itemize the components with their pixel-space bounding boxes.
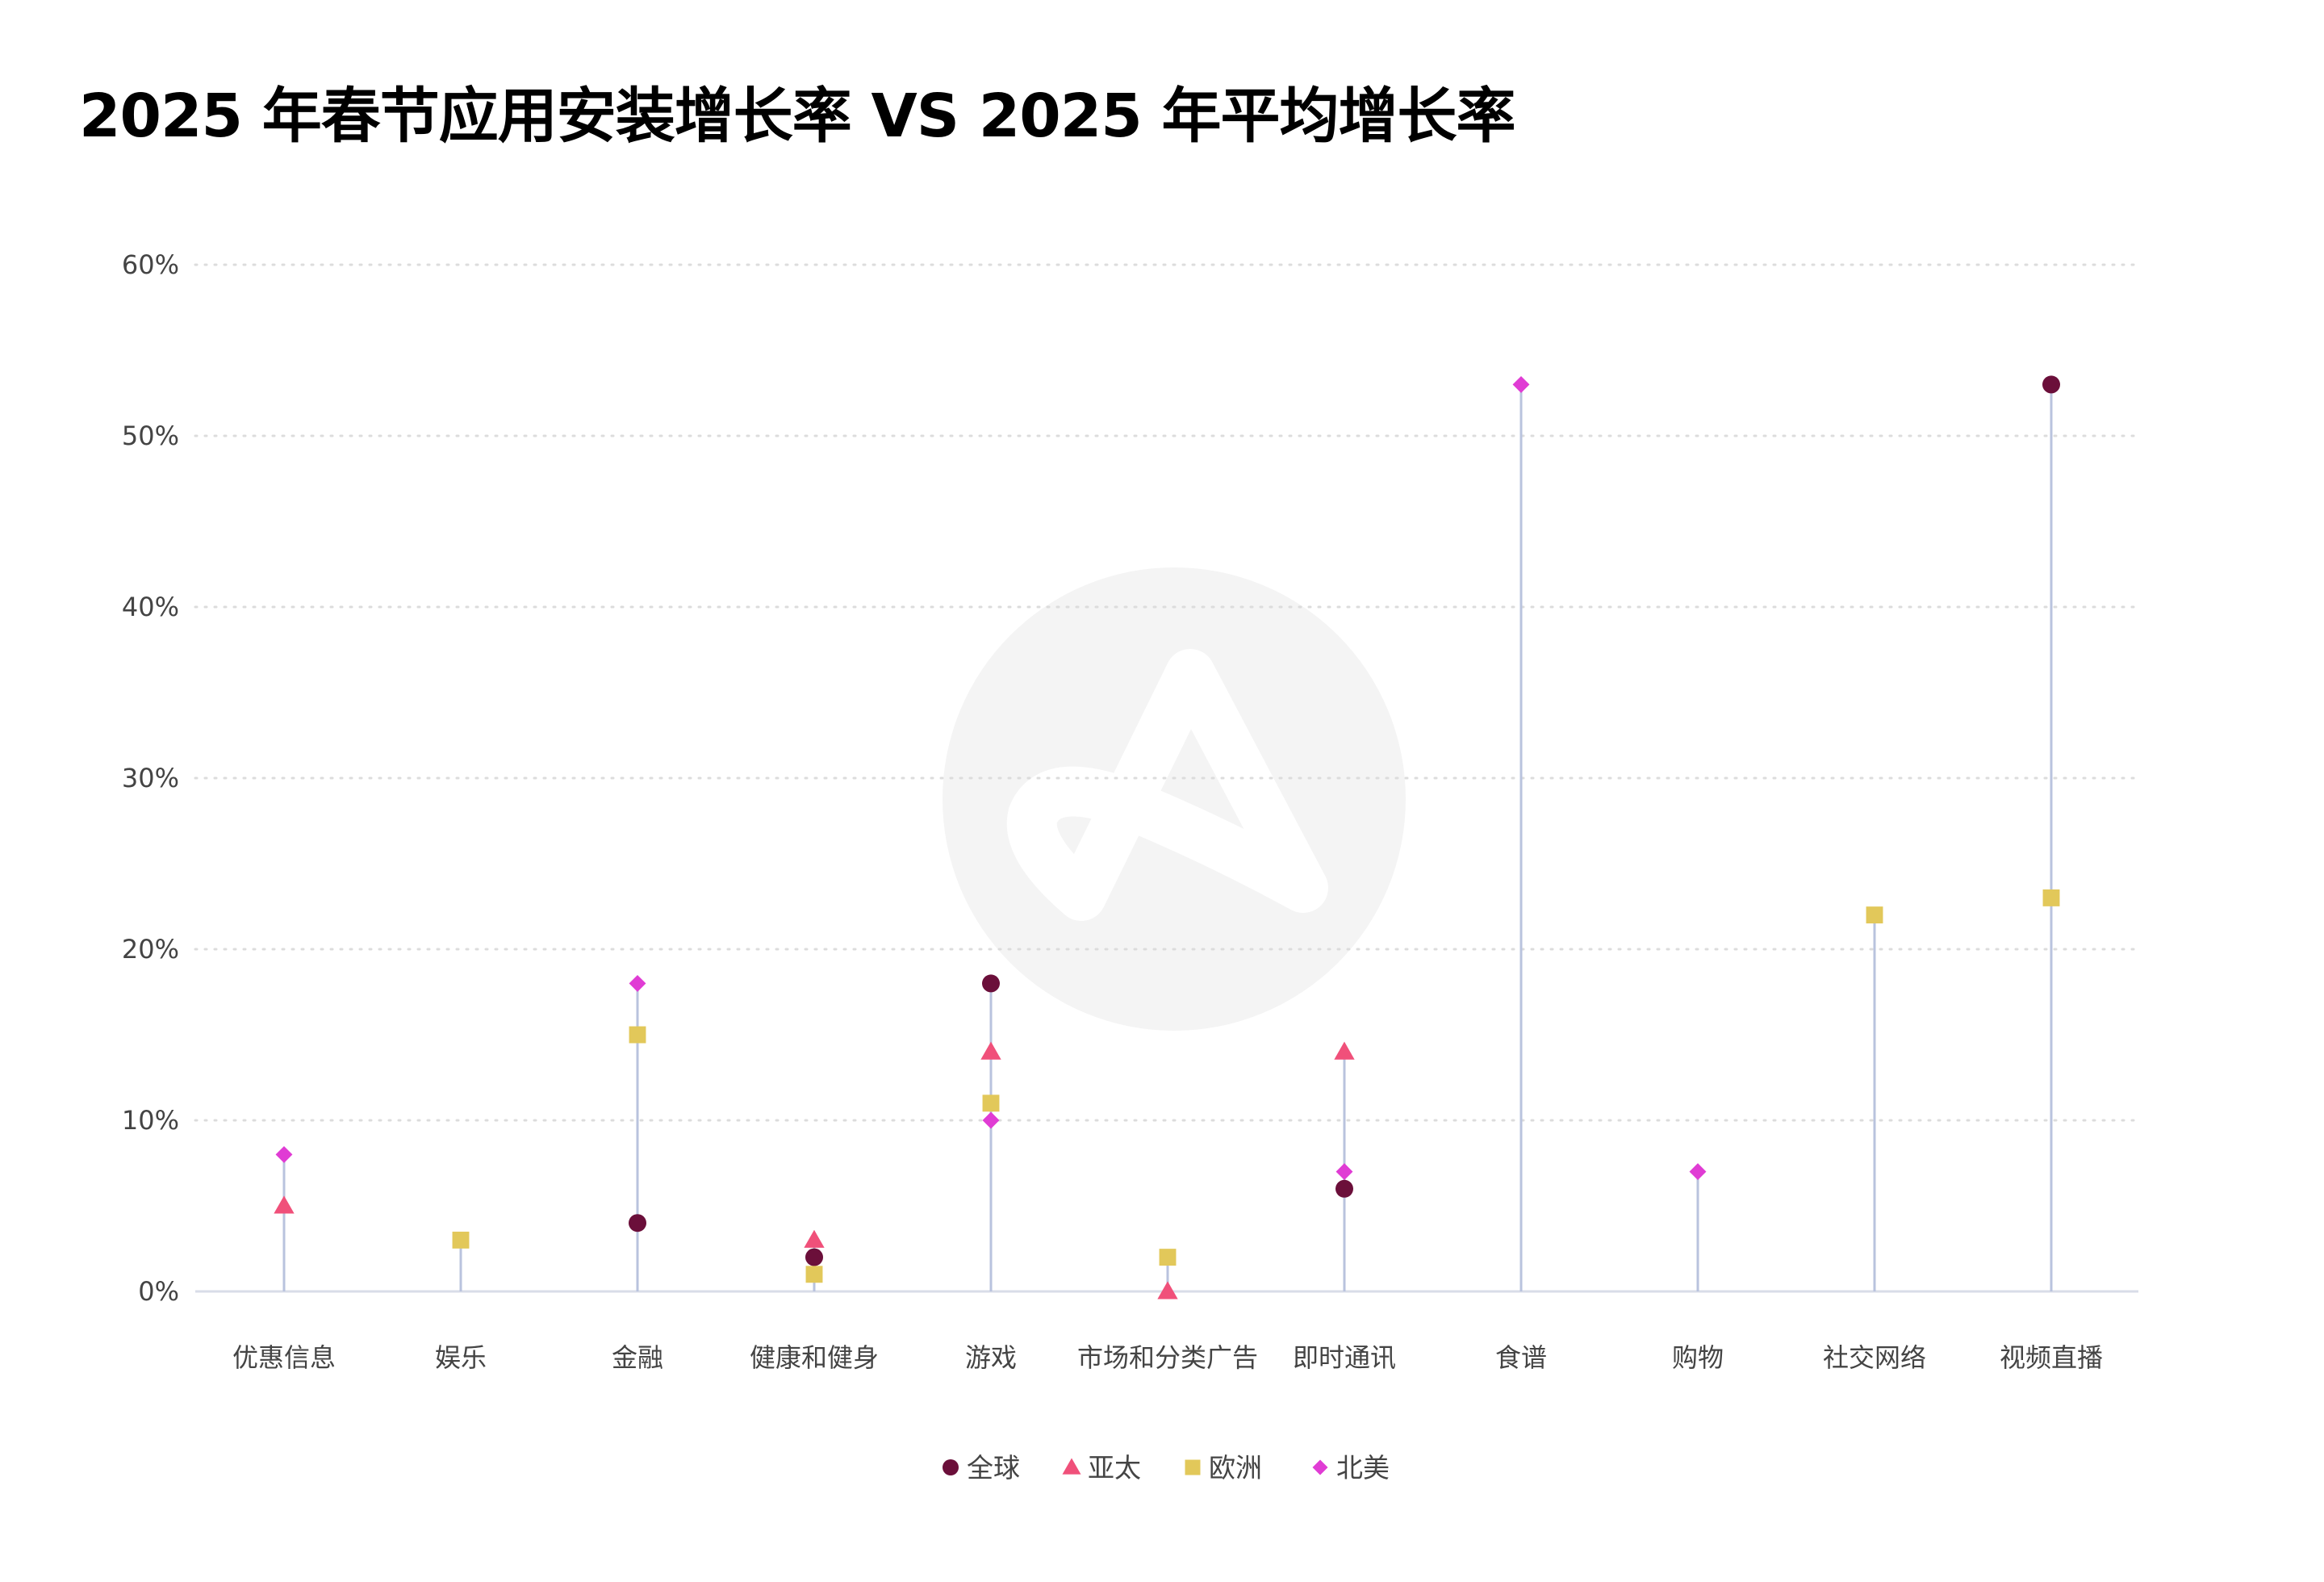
legend-marker-circle xyxy=(943,1459,959,1475)
legend-label: 欧洲 xyxy=(1209,1452,1262,1484)
data-point-triangle xyxy=(1334,1041,1355,1060)
stems xyxy=(282,384,2053,1291)
y-tick-label: 20% xyxy=(122,934,179,965)
x-tick-label: 游戏 xyxy=(965,1342,1017,1373)
data-point-triangle xyxy=(804,1229,825,1248)
legend-marker-square xyxy=(1185,1459,1201,1475)
watermark-logo xyxy=(943,567,1406,1031)
x-tick-label: 健康和健身 xyxy=(750,1342,879,1373)
data-point-circle xyxy=(2042,375,2060,394)
data-point-square xyxy=(805,1266,823,1283)
data-point-diamond xyxy=(1689,1163,1707,1181)
y-tick-label: 60% xyxy=(122,249,179,280)
x-tick-label: 视频直播 xyxy=(2000,1342,2103,1373)
y-axis: 0% 10% 20% 30% 40% 50% 60% xyxy=(122,249,2138,1307)
legend: 全球 亚太 欧洲 北美 xyxy=(943,1452,1390,1484)
data-point-square xyxy=(982,1094,1000,1112)
legend-marker-diamond xyxy=(1312,1459,1328,1475)
grid-lines xyxy=(194,263,2140,1122)
data-point-diamond xyxy=(275,1145,293,1163)
data-point-circle xyxy=(1335,1179,1353,1198)
x-axis: 优惠信息 娱乐 金融 健康和健身 游戏 市场和分类广告 即时通讯 食谱 购物 社交网络 视频直播 xyxy=(232,1342,2103,1373)
data-point-circle xyxy=(805,1248,823,1266)
x-tick-label: 金融 xyxy=(612,1342,663,1373)
legend-label: 亚太 xyxy=(1088,1452,1141,1484)
y-tick-label: 40% xyxy=(122,592,179,622)
y-tick-label: 50% xyxy=(122,421,179,451)
legend-marker-triangle xyxy=(1062,1458,1081,1475)
data-point-diamond xyxy=(629,974,646,992)
legend-label: 北美 xyxy=(1336,1452,1390,1484)
data-point-square xyxy=(1159,1249,1177,1266)
data-point-triangle xyxy=(1157,1281,1178,1300)
x-tick-label: 娱乐 xyxy=(435,1342,487,1373)
data-point-circle xyxy=(982,974,1000,993)
x-tick-label: 食谱 xyxy=(1495,1342,1547,1373)
y-tick-label: 10% xyxy=(122,1105,179,1136)
y-tick-label: 0% xyxy=(138,1276,179,1307)
data-point-diamond xyxy=(1335,1163,1353,1181)
page-title: 2025 年春节应用安装增长率 VS 2025 年平均增长率 xyxy=(79,82,1516,151)
data-point-square xyxy=(2042,889,2060,906)
data-point-triangle xyxy=(980,1041,1001,1060)
x-tick-label: 市场和分类广告 xyxy=(1077,1342,1258,1373)
x-tick-label: 社交网络 xyxy=(1823,1342,1926,1373)
y-tick-label: 30% xyxy=(122,763,179,793)
data-point-circle xyxy=(629,1214,646,1233)
data-point-square xyxy=(1866,906,1883,924)
data-point-square xyxy=(452,1231,470,1249)
data-point-diamond xyxy=(1512,375,1530,393)
data-point-diamond xyxy=(982,1111,1000,1129)
data-point-triangle xyxy=(274,1195,295,1214)
x-tick-label: 即时通讯 xyxy=(1293,1342,1396,1373)
legend-label: 全球 xyxy=(967,1452,1020,1484)
data-point-square xyxy=(629,1026,646,1044)
x-tick-label: 优惠信息 xyxy=(232,1342,336,1373)
data-points xyxy=(274,375,2060,1300)
x-tick-label: 购物 xyxy=(1672,1342,1724,1373)
